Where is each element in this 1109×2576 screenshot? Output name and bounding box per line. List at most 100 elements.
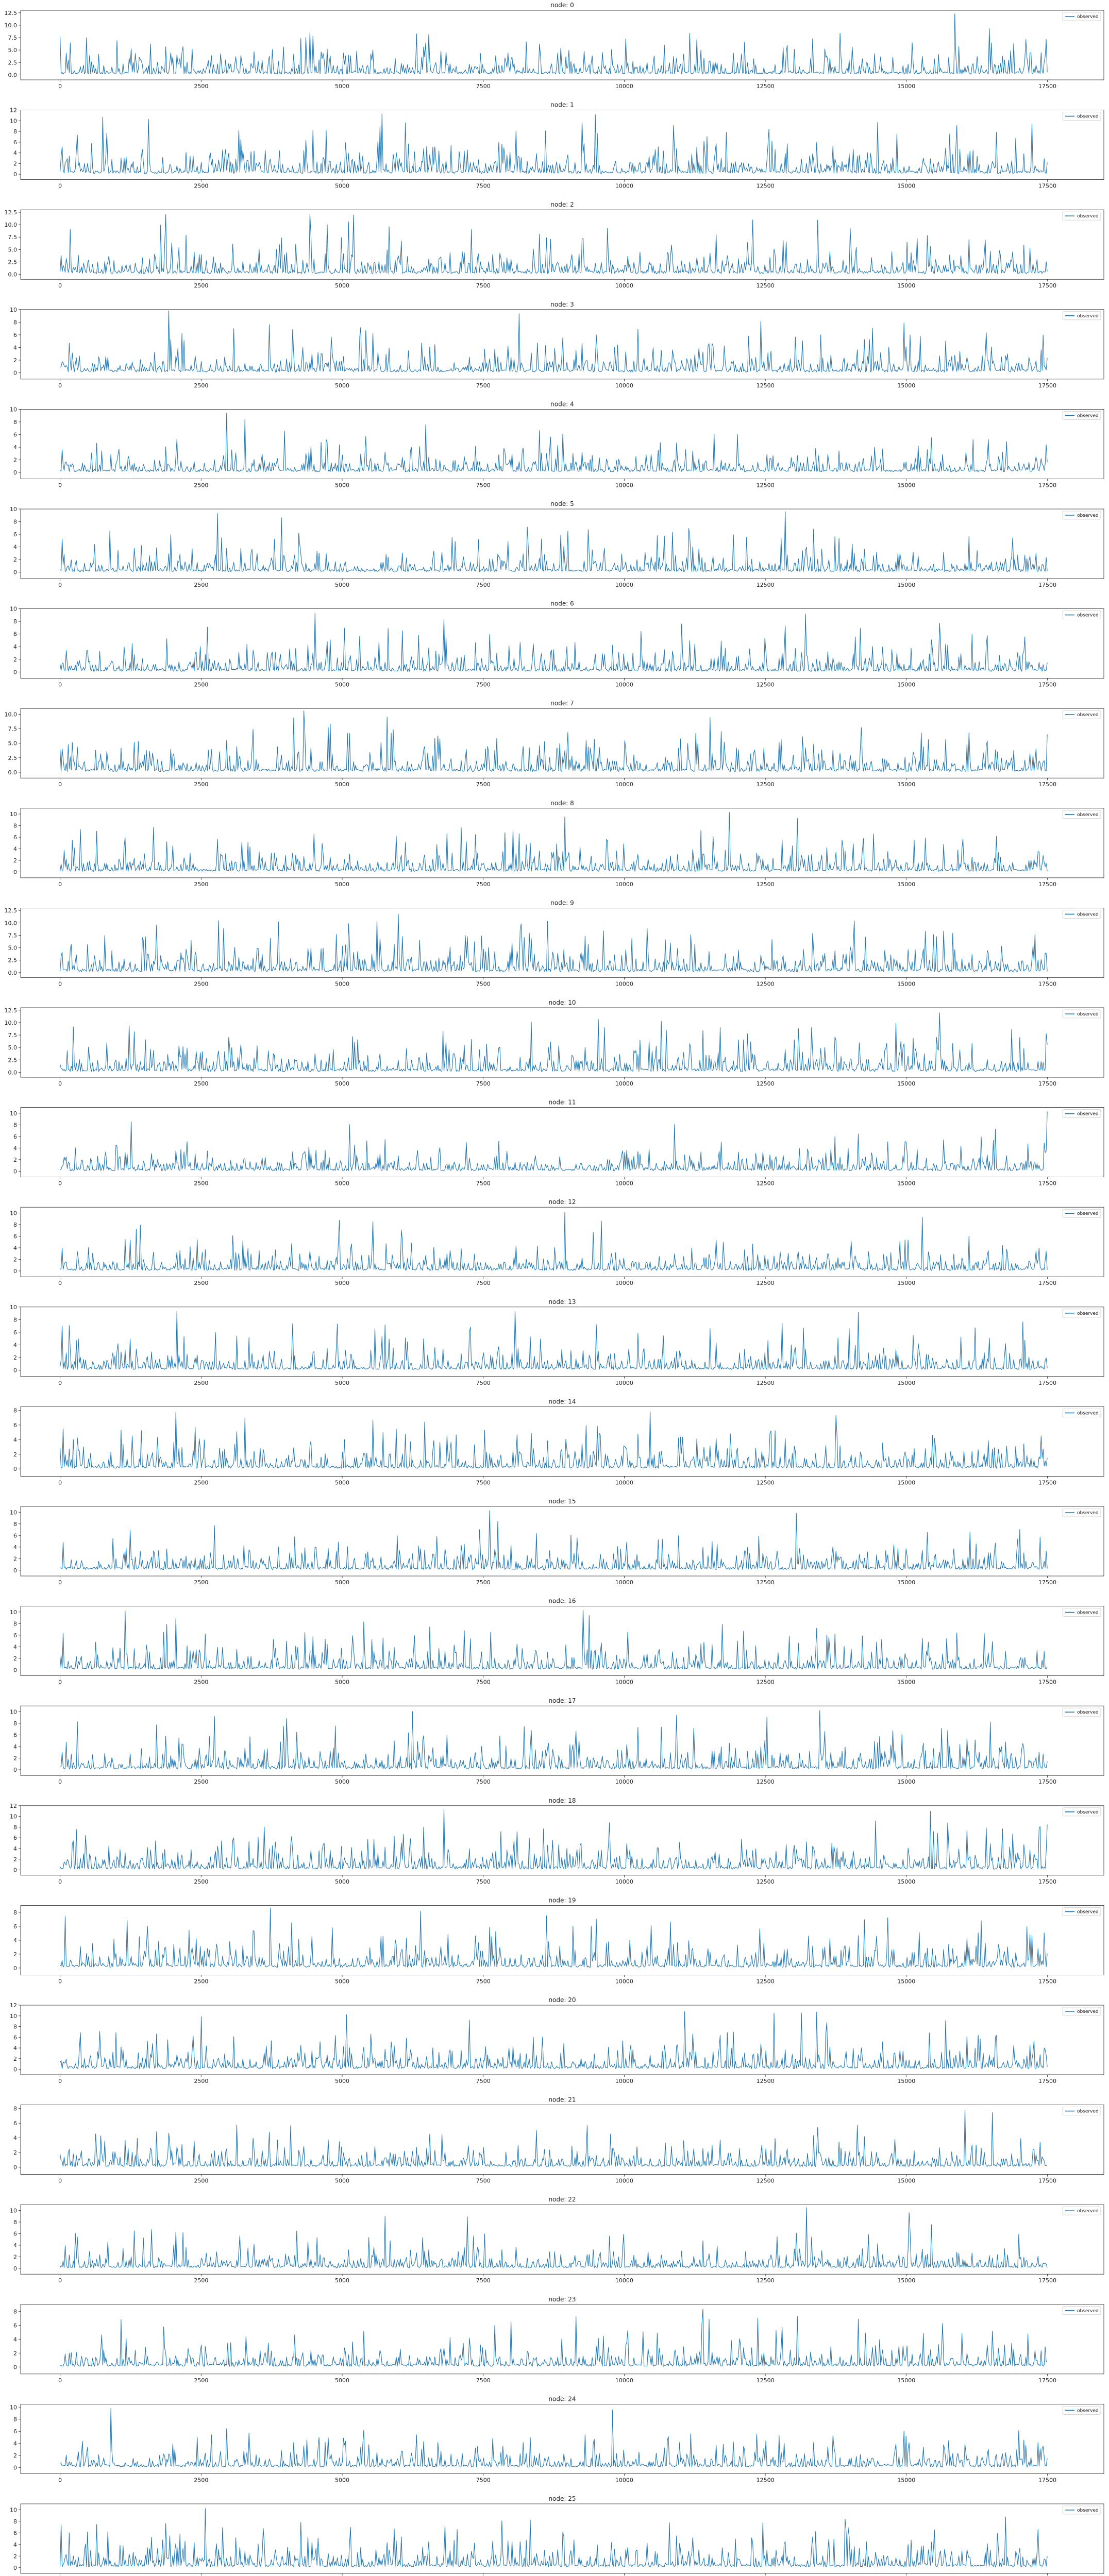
legend-label: observed: [1077, 2508, 1099, 2513]
x-tick-label: 15000: [897, 1978, 915, 1985]
legend-label: observed: [1077, 214, 1099, 219]
y-tick-label: 8: [13, 1316, 17, 1323]
y-tick-label: 4: [13, 1544, 17, 1551]
x-tick-label: 15000: [897, 2477, 915, 2483]
x-tick-label: 10000: [615, 1280, 633, 1286]
x-tick-label: 2500: [194, 582, 208, 588]
x-tick-label: 17500: [1038, 980, 1056, 987]
y-tick-label: 4: [13, 544, 17, 551]
y-tick-label: 8: [13, 1408, 17, 1414]
x-tick-label: 7500: [476, 1380, 491, 1386]
legend-label: observed: [1077, 713, 1099, 718]
x-tick-label: 12500: [757, 980, 775, 987]
x-tick-label: 12500: [757, 1579, 775, 1586]
plot-frame: [20, 908, 1104, 978]
legend-box: [1062, 1209, 1101, 1218]
y-tick-label: 6: [13, 1835, 17, 1841]
x-tick-label: 2500: [194, 1080, 208, 1087]
y-tick-label: 4: [13, 2336, 17, 2343]
legend: observed: [1062, 12, 1101, 21]
x-tick-label: 2500: [194, 282, 208, 289]
x-tick-label: 17500: [1038, 482, 1056, 488]
legend: observed: [1062, 1707, 1101, 1717]
y-tick-label: 10.0: [5, 711, 18, 718]
x-tick-label: 15000: [897, 2178, 915, 2184]
legend: observed: [1062, 2505, 1101, 2515]
x-tick-label: 15000: [897, 1380, 915, 1386]
x-tick-label: 17500: [1038, 1579, 1056, 1586]
x-tick-label: 5000: [335, 1679, 349, 1686]
y-tick-label: 0: [13, 2265, 17, 2272]
y-tick-label: 2: [13, 2149, 17, 2156]
y-tick-label: 4: [13, 1937, 17, 1944]
x-tick-label: 12500: [757, 1080, 775, 1087]
y-tick-label: 6: [13, 1632, 17, 1639]
x-tick-label: 2500: [194, 2477, 208, 2483]
x-tick-label: 15000: [897, 382, 915, 389]
x-tick-label: 0: [58, 1479, 62, 1486]
x-tick-label: 2500: [194, 1978, 208, 1985]
y-tick-label: 10: [10, 811, 17, 818]
x-tick-label: 7500: [476, 2178, 491, 2184]
y-tick-label: 8: [13, 2416, 17, 2423]
legend: observed: [1062, 2405, 1101, 2415]
y-tick-label: 5.0: [8, 47, 18, 54]
chart-title: node: 10: [548, 999, 576, 1006]
y-tick-label: 0.0: [8, 272, 18, 278]
y-tick-label: 4: [13, 1743, 17, 1750]
x-tick-label: 0: [58, 1679, 62, 1686]
plot-frame: [20, 1307, 1104, 1377]
x-tick-label: 17500: [1038, 2477, 1056, 2483]
y-tick-label: 10: [10, 406, 17, 413]
y-tick-label: 2.5: [8, 259, 18, 265]
chart-panel-20: node: 20 0 2500 5000 7500 10000 12500 15000 1750…: [10, 1996, 1104, 2084]
y-tick-label: 12: [10, 2002, 17, 2009]
y-tick-label: 0: [13, 2164, 17, 2171]
series-line-observed: [60, 2408, 1048, 2468]
y-tick-label: 6: [13, 1923, 17, 1930]
chart-panel-4: node: 4 0 2500 5000 7500 10000 12500 15000 17500…: [10, 400, 1104, 488]
x-tick-label: 10000: [615, 1978, 633, 1985]
chart-panel-21: node: 21 0 2500 5000 7500 10000 12500 15000 1750…: [13, 2096, 1104, 2184]
x-tick-label: 0: [58, 2178, 62, 2184]
y-tick-label: 4: [13, 2441, 17, 2447]
x-tick-label: 2500: [194, 1679, 208, 1686]
x-tick-label: 12500: [757, 1280, 775, 1286]
x-tick-label: 2500: [194, 1778, 208, 1785]
y-tick-label: 8: [13, 2106, 17, 2112]
x-tick-label: 0: [58, 183, 62, 190]
legend: observed: [1062, 910, 1101, 919]
y-tick-label: 4: [13, 2135, 17, 2142]
y-tick-label: 10.0: [5, 222, 18, 228]
chart-title: node: 16: [548, 1598, 576, 1605]
x-tick-label: 7500: [476, 1878, 491, 1885]
y-tick-label: 0: [13, 370, 17, 377]
legend-label: observed: [1077, 114, 1099, 120]
y-tick-label: 8: [13, 618, 17, 625]
x-tick-label: 5000: [335, 1180, 349, 1187]
x-tick-label: 12500: [757, 582, 775, 588]
y-tick-label: 6: [13, 834, 17, 841]
y-tick-label: 2: [13, 656, 17, 663]
legend: observed: [1062, 2107, 1101, 2116]
chart-panel-19: node: 19 0 2500 5000 7500 10000 12500 15000 1750…: [13, 1896, 1104, 1985]
x-tick-label: 7500: [476, 2377, 491, 2384]
legend-box: [1062, 411, 1101, 420]
plot-frame: [20, 1805, 1104, 1876]
chart-title: node: 6: [550, 600, 574, 607]
legend-box: [1062, 1608, 1101, 1617]
x-tick-label: 17500: [1038, 1479, 1056, 1486]
legend: observed: [1062, 211, 1101, 221]
chart-title: node: 11: [548, 1099, 576, 1106]
y-tick-label: 0.0: [8, 1069, 18, 1076]
chart-panel-5: node: 5 0 2500 5000 7500 10000 12500 15000 17500…: [10, 500, 1104, 588]
y-tick-label: 6: [13, 2530, 17, 2536]
y-tick-label: 7.5: [8, 1032, 18, 1039]
chart-panel-1: node: 1 0 2500 5000 7500 10000 12500 15000 17500…: [10, 101, 1104, 190]
y-tick-label: 8: [13, 1521, 17, 1528]
y-tick-label: 10: [10, 1304, 17, 1311]
legend: observed: [1062, 2306, 1101, 2315]
x-tick-label: 17500: [1038, 2377, 1056, 2384]
chart-title: node: 22: [548, 2196, 576, 2203]
